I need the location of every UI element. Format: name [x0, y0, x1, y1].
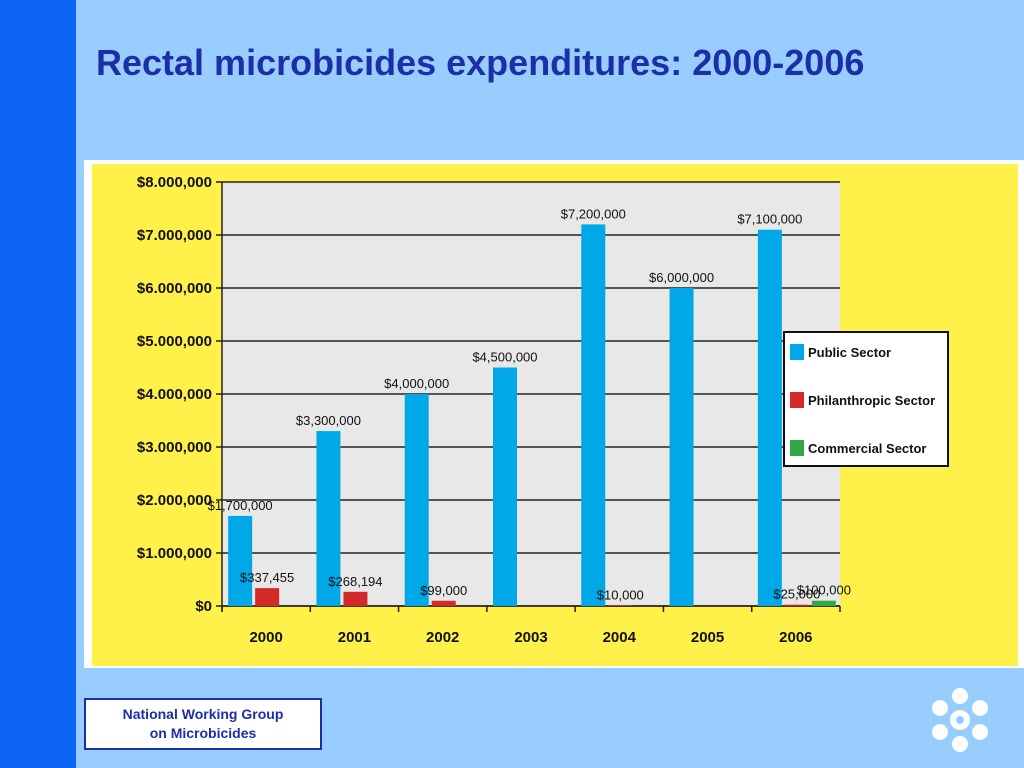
y-tick-label: $5.000,000 — [137, 333, 212, 350]
data-label: $1,700,000 — [208, 498, 273, 513]
x-tick-label: 2003 — [514, 629, 547, 646]
bar — [431, 600, 456, 606]
bar-chart: $0 $1.000,000 $2.000,000 $3.000,000 $4.000,0… — [137, 174, 949, 646]
footer-line-1: National Working Group — [122, 706, 284, 722]
bar — [669, 288, 694, 606]
data-label: $99,000 — [420, 583, 467, 598]
legend-swatch — [790, 392, 804, 408]
data-label: $337,455 — [240, 570, 294, 585]
legend-label: Public Sector — [808, 345, 891, 360]
x-tick-label: 2006 — [779, 629, 812, 646]
y-tick-label: $4.000,000 — [137, 386, 212, 403]
bar — [343, 591, 368, 606]
bar — [493, 367, 517, 606]
y-tick-label: $7.000,000 — [137, 227, 212, 244]
data-label: $10,000 — [597, 587, 644, 602]
legend-label: Commercial Sector — [808, 441, 927, 456]
slide-title: Rectal microbicides expenditures: 2000-2… — [96, 42, 865, 83]
data-label: $3,300,000 — [296, 413, 361, 428]
bar — [255, 588, 280, 606]
x-tick-label: 2000 — [249, 629, 282, 646]
legend-swatch — [790, 440, 804, 456]
x-tick-label: 2005 — [691, 629, 724, 646]
data-label: $4,500,000 — [472, 350, 537, 365]
y-tick-label: $8.000,000 — [137, 174, 212, 191]
data-label: $25,000 — [773, 587, 820, 602]
footer-line-2: on Microbicides — [149, 725, 257, 741]
y-tick-label: $6.000,000 — [137, 280, 212, 297]
y-tick-label: $2.000,000 — [137, 492, 212, 509]
data-label: $7,200,000 — [561, 206, 626, 221]
data-label: $7,100,000 — [737, 212, 802, 227]
microbicides-logo-icon — [932, 688, 988, 752]
legend-label: Philanthropic Sector — [808, 393, 935, 408]
bar — [316, 431, 341, 606]
bar — [608, 605, 633, 606]
bar — [581, 224, 606, 606]
x-tick-label: 2001 — [338, 629, 371, 646]
y-tick-label: $1.000,000 — [137, 545, 212, 562]
bar — [404, 394, 429, 606]
data-label: $4,000,000 — [384, 376, 449, 391]
data-label: $100,000 — [797, 583, 851, 598]
bar — [811, 600, 836, 606]
bar — [757, 229, 782, 606]
chart-area: $0 $1.000,000 $2.000,000 $3.000,000 $4.000,0… — [92, 164, 1018, 666]
data-label: $268,194 — [328, 574, 382, 589]
y-tick-label: $3.000,000 — [137, 439, 212, 456]
data-label: $6,000,000 — [649, 270, 714, 285]
x-tick-label: 2002 — [426, 629, 459, 646]
y-tick-label: $0 — [195, 598, 212, 615]
legend-box — [783, 331, 949, 467]
footer-organization-box: National Working Group on Microbicides — [84, 698, 322, 750]
bar — [784, 604, 809, 606]
bar — [228, 515, 253, 606]
legend-swatch — [790, 344, 804, 360]
x-tick-label: 2004 — [603, 629, 637, 646]
left-accent-bar — [0, 0, 76, 768]
